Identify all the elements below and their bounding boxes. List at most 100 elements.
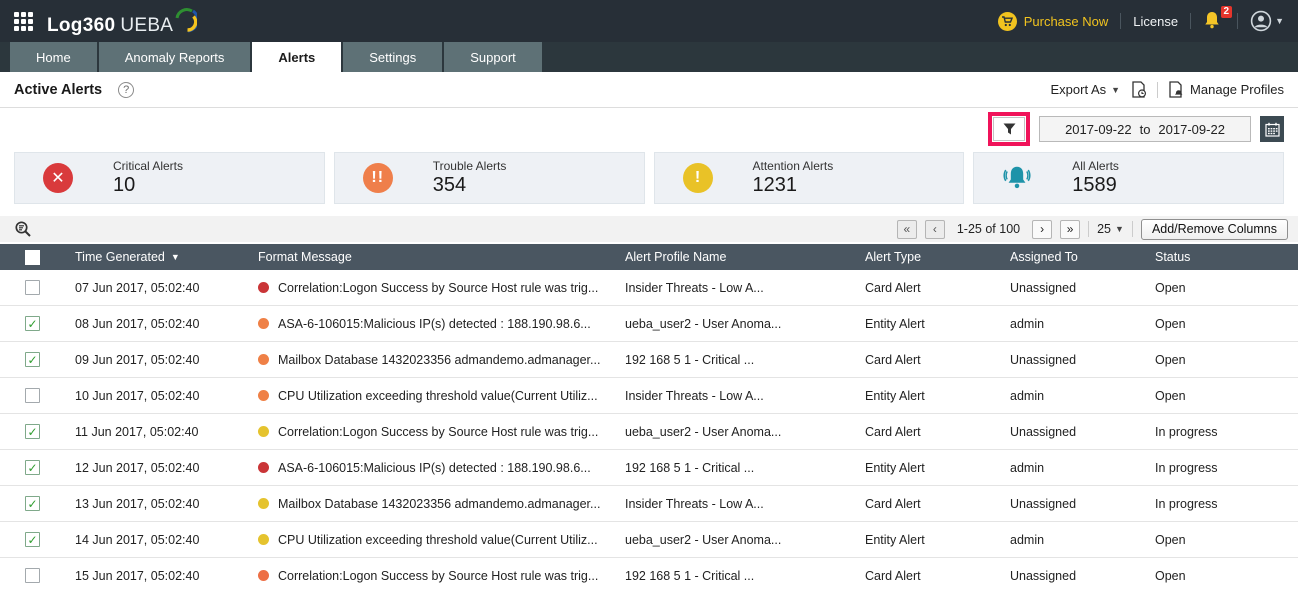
critical-alerts-card[interactable]: ✕ Critical Alerts 10 — [14, 152, 325, 204]
tab-settings[interactable]: Settings — [343, 42, 443, 72]
export-as-dropdown[interactable]: Export As ▼ — [1050, 82, 1120, 97]
all-alerts-card[interactable]: All Alerts 1589 — [973, 152, 1284, 204]
cross-circle-icon: ✕ — [43, 163, 73, 193]
cell-status: Open — [1155, 316, 1186, 331]
cell-assigned-to: Unassigned — [1010, 280, 1077, 295]
column-format-message[interactable]: Format Message — [258, 250, 352, 264]
cell-alert-profile-name: Insider Threats - Low A... — [625, 280, 764, 295]
row-checkbox[interactable] — [25, 568, 40, 583]
manage-profiles-label: Manage Profiles — [1190, 82, 1284, 97]
row-checkbox[interactable] — [25, 280, 40, 295]
next-page-button[interactable]: › — [1032, 219, 1053, 239]
cell-format-message: CPU Utilization exceeding threshold valu… — [278, 532, 598, 547]
tab-support[interactable]: Support — [444, 42, 542, 72]
cell-assigned-to: Unassigned — [1010, 424, 1077, 439]
add-remove-columns-button[interactable]: Add/Remove Columns — [1140, 218, 1288, 240]
table-row[interactable]: 10 Jun 2017, 05:02:40 CPU Utilization ex… — [0, 378, 1298, 414]
bell-icon — [1205, 12, 1219, 29]
row-checkbox[interactable]: ✓ — [25, 496, 40, 511]
cell-alert-profile-name: ueba_user2 - User Anoma... — [625, 532, 782, 547]
apps-grid-icon[interactable] — [14, 11, 33, 31]
table-row[interactable]: 15 Jun 2017, 05:02:40 Correlation:Logon … — [0, 558, 1298, 592]
column-assigned-to[interactable]: Assigned To — [1010, 250, 1078, 264]
table-row[interactable]: ✓ 13 Jun 2017, 05:02:40 Mailbox Database… — [0, 486, 1298, 522]
cell-alert-profile-name: ueba_user2 - User Anoma... — [625, 424, 782, 439]
row-checkbox[interactable]: ✓ — [25, 424, 40, 439]
user-menu-button[interactable]: ▼ — [1250, 10, 1284, 32]
table-row[interactable]: ✓ 11 Jun 2017, 05:02:40 Correlation:Logo… — [0, 414, 1298, 450]
column-time-generated[interactable]: Time Generated ▼ — [75, 250, 180, 264]
cell-status: Open — [1155, 388, 1186, 403]
tab-home[interactable]: Home — [10, 42, 97, 72]
search-icon[interactable] — [14, 220, 32, 238]
severity-dot-icon — [258, 390, 269, 401]
attention-alerts-card[interactable]: ! Attention Alerts 1231 — [653, 152, 965, 204]
column-alert-type[interactable]: Alert Type — [865, 250, 922, 264]
cell-format-message: Correlation:Logon Success by Source Host… — [278, 280, 599, 295]
topbar-divider — [1190, 13, 1192, 29]
filter-button[interactable] — [993, 117, 1025, 141]
manage-profiles-button[interactable]: Manage Profiles — [1168, 81, 1284, 98]
card-label: Attention Alerts — [752, 159, 834, 173]
bell-icon — [1002, 163, 1032, 193]
export-as-label: Export As — [1050, 82, 1107, 97]
cell-status: In progress — [1155, 496, 1218, 511]
cell-assigned-to: Unassigned — [1010, 496, 1077, 511]
cell-assigned-to: admin — [1010, 460, 1045, 475]
severity-dot-icon — [258, 354, 269, 365]
card-value: 1231 — [752, 174, 798, 196]
cell-alert-profile-name: 192 168 5 1 - Critical ... — [625, 352, 755, 367]
topbar-divider — [1237, 13, 1239, 29]
cell-assigned-to: admin — [1010, 532, 1045, 547]
severity-dot-icon — [258, 318, 269, 329]
cell-status: In progress — [1155, 460, 1218, 475]
table-row[interactable]: ✓ 12 Jun 2017, 05:02:40 ASA-6-106015:Mal… — [0, 450, 1298, 486]
first-page-button[interactable]: « — [896, 219, 917, 239]
license-link[interactable]: License — [1133, 13, 1179, 29]
cell-time-generated: 14 Jun 2017, 05:02:40 — [75, 532, 200, 547]
row-checkbox[interactable]: ✓ — [25, 460, 40, 475]
select-all-checkbox[interactable] — [25, 249, 40, 265]
date-range-input[interactable]: 2017-09-22 to 2017-09-22 — [1039, 116, 1251, 142]
table-row[interactable]: ✓ 14 Jun 2017, 05:02:40 CPU Utilization … — [0, 522, 1298, 558]
trouble-alerts-card[interactable]: !! Trouble Alerts 354 — [333, 152, 645, 204]
prev-page-button[interactable]: ‹ — [924, 219, 945, 239]
chevron-down-icon: ▼ — [1111, 84, 1121, 95]
column-alert-profile-name[interactable]: Alert Profile Name — [625, 250, 727, 264]
cell-alert-type: Entity Alert — [865, 460, 925, 475]
user-avatar-icon — [1250, 10, 1272, 32]
header-divider — [1157, 81, 1159, 98]
schedule-export-icon[interactable] — [1130, 81, 1147, 98]
row-checkbox[interactable]: ✓ — [25, 352, 40, 367]
cell-time-generated: 09 Jun 2017, 05:02:40 — [75, 352, 200, 367]
page-size-dropdown[interactable]: 25 ▼ — [1097, 222, 1124, 236]
calendar-icon — [1264, 122, 1280, 137]
pagination-range: 1-25 of 100 — [956, 222, 1021, 236]
notifications-button[interactable]: 2 — [1203, 6, 1233, 32]
severity-dot-icon — [258, 498, 269, 509]
toolbar-divider — [1131, 221, 1133, 237]
last-page-button[interactable]: » — [1060, 219, 1081, 239]
table-row[interactable]: ✓ 09 Jun 2017, 05:02:40 Mailbox Database… — [0, 342, 1298, 378]
table-row[interactable]: ✓ 08 Jun 2017, 05:02:40 ASA-6-106015:Mal… — [0, 306, 1298, 342]
table-row[interactable]: 07 Jun 2017, 05:02:40 Correlation:Logon … — [0, 270, 1298, 306]
calendar-button[interactable] — [1260, 116, 1284, 142]
page-header: Active Alerts ? Export As ▼ Manage Profi… — [0, 72, 1298, 108]
cell-alert-profile-name: ueba_user2 - User Anoma... — [625, 316, 782, 331]
row-checkbox[interactable]: ✓ — [25, 532, 40, 547]
logo-swoosh-icon — [175, 8, 198, 33]
exclamation-circle-icon: ! — [682, 163, 713, 193]
product-logo: Log360 UEBA — [47, 5, 198, 37]
tab-alerts[interactable]: Alerts — [252, 42, 342, 72]
cell-alert-profile-name: Insider Threats - Low A... — [625, 388, 764, 403]
table-toolbar: « ‹ 1-25 of 100 › » 25 ▼ Add/Remove Colu… — [0, 216, 1298, 242]
filter-highlight-box — [988, 112, 1030, 146]
cell-format-message: CPU Utilization exceeding threshold valu… — [278, 388, 598, 403]
help-icon[interactable]: ? — [118, 81, 135, 98]
row-checkbox[interactable]: ✓ — [25, 316, 40, 331]
tab-anomaly-reports[interactable]: Anomaly Reports — [98, 42, 251, 72]
row-checkbox[interactable] — [25, 388, 40, 403]
column-status[interactable]: Status — [1155, 250, 1191, 264]
cell-assigned-to: admin — [1010, 316, 1045, 331]
purchase-now-button[interactable]: Purchase Now — [997, 11, 1108, 31]
